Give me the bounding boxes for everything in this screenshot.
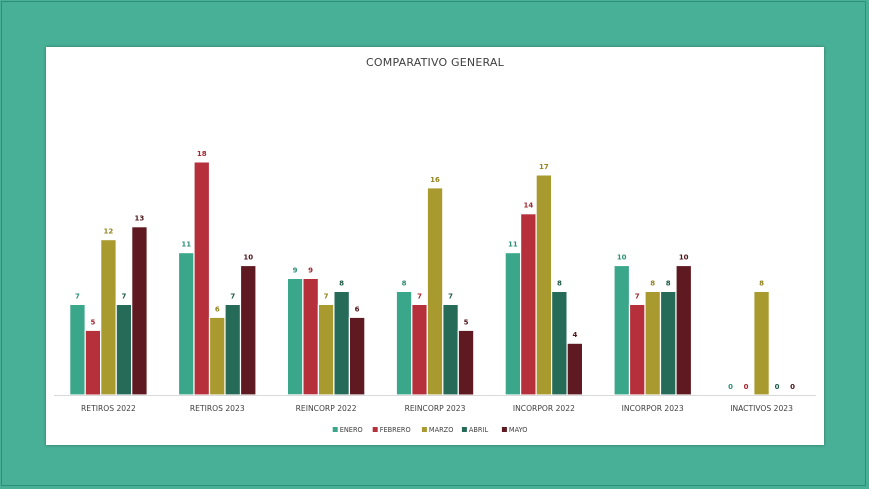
data-label-febrero-6: 0 <box>744 383 749 391</box>
bar-enero-4 <box>504 252 522 396</box>
data-label-febrero-0: 5 <box>90 318 95 326</box>
chart-card: COMPARATIVO GENERAL 7 5 12 7 13 11 18 6 7 10 9 9 7 8 6… <box>46 47 824 445</box>
bar-mayo-1 <box>239 264 257 396</box>
bar-mayo-2 <box>348 316 366 396</box>
bar-abril-3 <box>442 303 459 396</box>
bar-febrero-5 <box>628 303 646 396</box>
category-label: REINCORP 2022 <box>296 404 357 413</box>
bar-enero-1 <box>177 252 195 396</box>
legend-swatch-febrero <box>372 427 378 432</box>
category-label: INACTIVOS 2023 <box>730 404 793 413</box>
category-label: RETIROS 2023 <box>190 404 245 413</box>
bar-febrero-2 <box>302 277 319 396</box>
bar-febrero-3 <box>411 303 428 396</box>
bar-marzo-2 <box>317 303 335 396</box>
legend: ENERO FEBRERO MARZO ABRIL MAYO <box>332 426 528 434</box>
bar-enero-0 <box>69 303 86 396</box>
bar-marzo-0 <box>100 239 117 396</box>
data-label-mayo-0: 13 <box>135 215 145 223</box>
data-label-abril-2: 8 <box>339 279 344 287</box>
legend-label-enero: ENERO <box>340 426 363 434</box>
data-label-marzo-3: 16 <box>430 176 440 184</box>
legend-swatch-mayo <box>501 427 507 432</box>
legend-label-febrero: FEBRERO <box>380 426 411 434</box>
bar-enero-2 <box>286 277 304 396</box>
data-label-marzo-5: 8 <box>650 279 655 287</box>
data-label-mayo-6: 0 <box>790 383 795 391</box>
data-label-marzo-6: 8 <box>759 279 764 287</box>
data-label-abril-6: 0 <box>775 383 780 391</box>
bar-febrero-1 <box>193 161 211 396</box>
data-label-enero-2: 9 <box>293 266 298 274</box>
bars-layer: 7 5 12 7 13 11 18 6 7 10 9 9 7 8 6 8 7 16 7 5 11 14 17 8 4 10 7 8 8 1… <box>69 150 795 396</box>
data-label-abril-5: 8 <box>666 279 671 287</box>
bar-mayo-0 <box>131 226 148 396</box>
legend-label-mayo: MAYO <box>509 426 528 434</box>
legend-label-abril: ABRIL <box>469 426 489 434</box>
data-label-febrero-2: 9 <box>308 266 313 274</box>
data-label-enero-1: 11 <box>181 241 191 249</box>
data-label-enero-0: 7 <box>75 292 80 300</box>
category-label: REINCORP 2023 <box>405 404 466 413</box>
data-label-mayo-5: 10 <box>679 254 689 262</box>
legend-swatch-abril <box>461 427 467 432</box>
data-label-enero-4: 11 <box>508 241 518 249</box>
bar-abril-0 <box>115 303 133 396</box>
data-label-mayo-4: 4 <box>572 331 577 339</box>
data-label-enero-5: 10 <box>617 254 627 262</box>
bar-enero-5 <box>613 264 631 396</box>
data-label-enero-3: 8 <box>402 279 407 287</box>
bar-marzo-4 <box>535 174 553 396</box>
chart: COMPARATIVO GENERAL 7 5 12 7 13 11 18 6 7 10 9 9 7 8 6… <box>54 56 816 434</box>
bar-febrero-4 <box>520 213 537 396</box>
bar-enero-3 <box>395 290 413 396</box>
bar-abril-5 <box>659 290 677 396</box>
data-label-marzo-4: 17 <box>539 163 549 171</box>
bar-marzo-3 <box>426 187 444 396</box>
legend-label-marzo: MARZO <box>429 426 454 434</box>
bar-abril-4 <box>551 290 568 396</box>
category-label: INCORPOR 2022 <box>513 404 575 413</box>
category-labels: RETIROS 2022 RETIROS 2023 REINCORP 2022 REI… <box>81 404 793 413</box>
data-label-febrero-4: 14 <box>524 202 534 210</box>
data-label-marzo-1: 6 <box>215 305 220 313</box>
data-label-marzo-0: 12 <box>104 228 114 236</box>
bar-mayo-5 <box>675 264 693 396</box>
bar-marzo-6 <box>753 290 770 396</box>
bar-marzo-1 <box>208 316 226 396</box>
data-label-febrero-5: 7 <box>635 292 640 300</box>
bar-mayo-3 <box>457 329 475 396</box>
data-label-abril-0: 7 <box>121 292 126 300</box>
bar-abril-2 <box>333 290 350 396</box>
data-label-mayo-3: 5 <box>464 318 469 326</box>
data-label-abril-4: 8 <box>557 279 562 287</box>
data-label-febrero-3: 7 <box>417 292 422 300</box>
data-label-febrero-1: 18 <box>197 150 207 158</box>
category-label: RETIROS 2022 <box>81 404 136 413</box>
bar-mayo-4 <box>566 342 584 396</box>
category-label: INCORPOR 2023 <box>622 404 684 413</box>
data-label-abril-1: 7 <box>230 292 235 300</box>
data-label-mayo-1: 10 <box>243 254 253 262</box>
bar-abril-1 <box>224 303 242 396</box>
bar-febrero-0 <box>84 329 102 396</box>
data-label-enero-6: 0 <box>728 383 733 391</box>
data-label-marzo-2: 7 <box>324 292 329 300</box>
chart-title: COMPARATIVO GENERAL <box>366 56 505 69</box>
legend-swatch-enero <box>332 427 338 432</box>
legend-swatch-marzo <box>421 427 427 432</box>
data-label-abril-3: 7 <box>448 292 453 300</box>
data-label-mayo-2: 6 <box>355 305 360 313</box>
bar-marzo-5 <box>644 290 662 396</box>
